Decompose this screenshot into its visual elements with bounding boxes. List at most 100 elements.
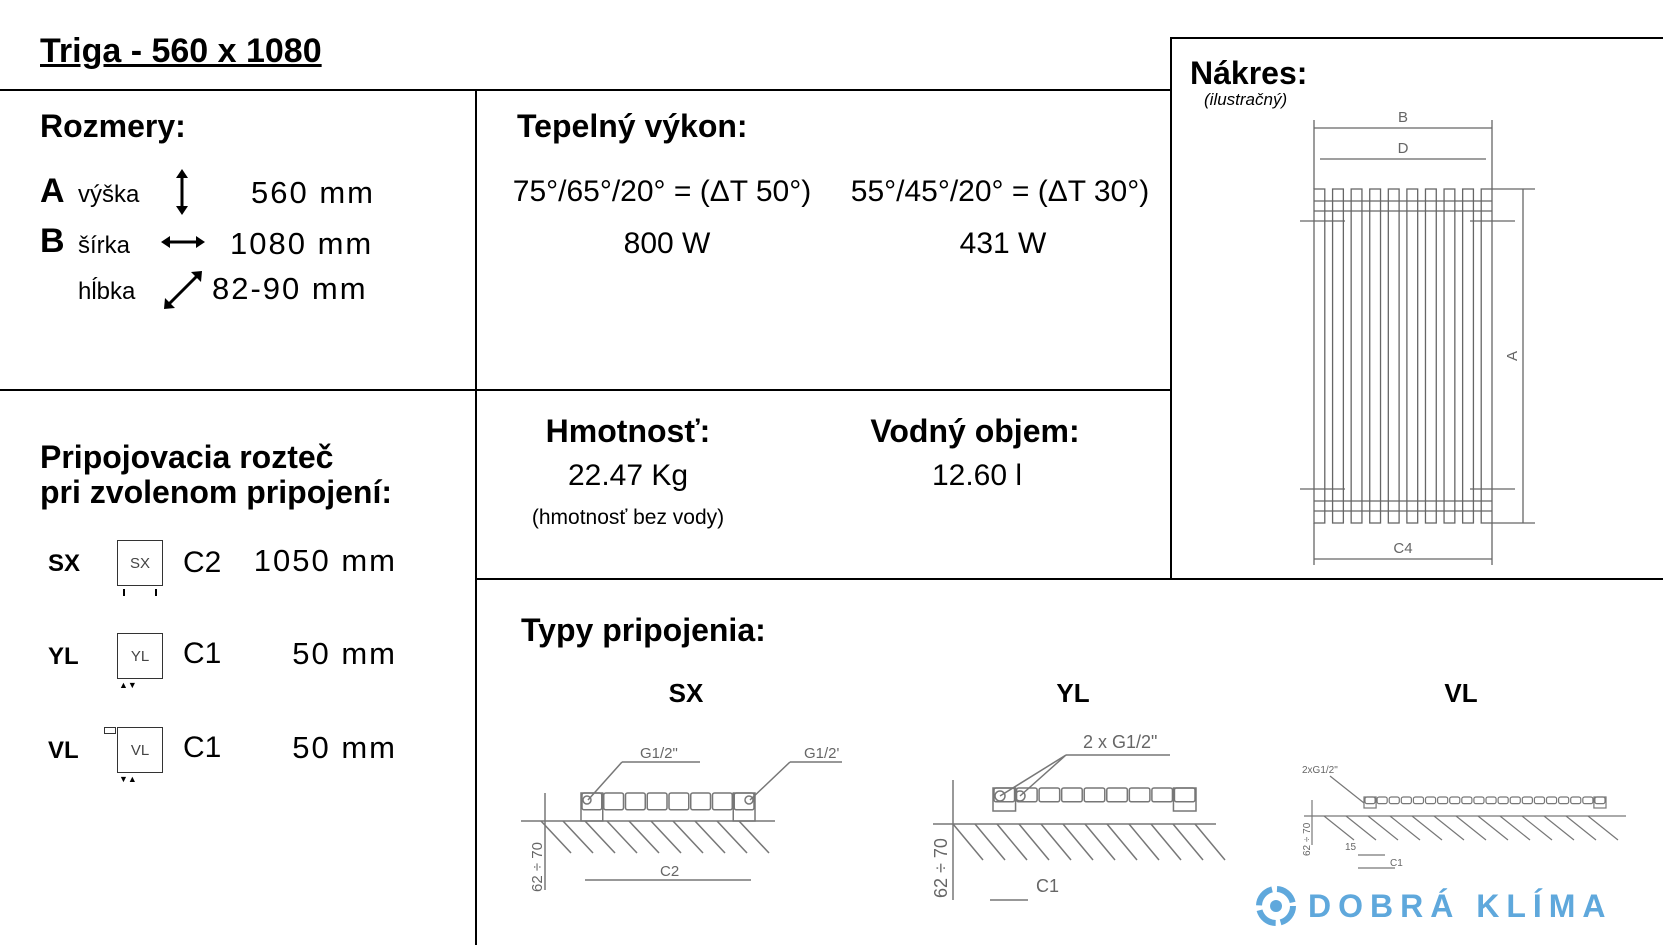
vl-dim: C1: [1390, 858, 1403, 869]
radiator-tube: [1350, 188, 1363, 524]
thread-circle: [1014, 790, 1026, 802]
spacing-heading: pri zvolenom pripojení:: [40, 474, 393, 510]
divider: [1170, 37, 1663, 39]
radiator-section: [1497, 796, 1509, 805]
radiator-section: [1083, 787, 1106, 803]
water-heading: Vodný objem:: [870, 413, 1080, 449]
dimension-label: D: [1398, 140, 1409, 157]
dimension-letter: B: [40, 222, 65, 260]
radiator-section: [1364, 796, 1376, 805]
radiator-tube: [1424, 188, 1437, 524]
yl-dim: C1: [1036, 876, 1059, 896]
radiator-section: [1038, 787, 1061, 803]
weight-heading: Hmotnosť:: [545, 413, 711, 449]
radiator-section: [711, 792, 733, 811]
connection-value: 1050 mm: [253, 543, 397, 578]
yl-diagram: [933, 754, 1226, 901]
radiator-section: [1106, 787, 1129, 803]
divider: [475, 89, 477, 945]
thread-circle: [582, 795, 592, 805]
floor-hatch: [562, 820, 594, 854]
connection-code: SX: [48, 550, 81, 577]
sx-leg-icon: [155, 589, 157, 596]
weight-value: 22.47 Kg: [567, 459, 689, 492]
yl-thread: 2 x G1/2": [1083, 732, 1157, 752]
radiator-section: [1521, 796, 1534, 805]
down-up-arrows-icon: ▼▲: [119, 774, 137, 784]
dimensions-heading: Rozmery:: [40, 108, 186, 144]
dimension-value: 82-90 mm: [212, 271, 368, 306]
heat-condition-2: 55°/45°/20° = (ΔT 30°): [850, 175, 1150, 208]
radiator-section: [1376, 796, 1388, 805]
logo-text: DOBRÁ KLÍMA: [1308, 887, 1613, 924]
yl-connection-icon: YL: [117, 633, 163, 679]
drawing-line: [1329, 775, 1365, 804]
vl-diagram: [1304, 775, 1626, 869]
floor-hatch: [1345, 815, 1377, 841]
dimension-label: A: [1504, 351, 1521, 361]
radiator-section: [1545, 796, 1558, 805]
radiator-section: [733, 792, 755, 811]
drawing-line: [1019, 754, 1067, 797]
floor-hatch: [1389, 815, 1421, 841]
radiator-section: [1060, 787, 1083, 803]
floor-hatch: [952, 823, 984, 861]
weight-note: (hmotnosť bez vody): [531, 506, 725, 529]
floor-hatch: [1106, 823, 1138, 861]
floor-hatch: [1477, 815, 1509, 841]
sx-leg-icon: [123, 589, 125, 596]
dimension-label: šírka: [78, 232, 131, 259]
up-down-arrows-icon: ▲▼: [119, 680, 137, 690]
radiator-tube: [1387, 188, 1400, 524]
dimension-label: C4: [1393, 540, 1412, 557]
heat-value-2: 431 W: [959, 227, 1047, 260]
sx-dim: C2: [660, 863, 679, 880]
floor-hatch: [1194, 823, 1226, 861]
floor-hatch: [628, 820, 660, 854]
floor-hatch: [1565, 815, 1597, 841]
connection-dim: C2: [183, 546, 222, 579]
floor-hatch: [1084, 823, 1116, 861]
sx-height: 62 ÷ 70: [529, 842, 546, 892]
radiator-section: [1473, 796, 1485, 805]
floor-hatch: [1323, 815, 1355, 841]
connection-value: 50 mm: [292, 730, 397, 765]
water-value: 12.60 l: [931, 459, 1023, 492]
thread-circle: [994, 790, 1006, 802]
radiator-section: [1449, 796, 1461, 805]
divider: [475, 578, 1663, 580]
heat-output-heading: Tepelný výkon:: [517, 108, 748, 144]
floor-hatch: [716, 820, 748, 854]
dimension-letter: A: [40, 172, 65, 210]
floor-hatch: [1128, 823, 1160, 861]
horizontal-arrow-icon: [161, 236, 205, 248]
dimension-label: B: [1398, 109, 1408, 126]
radiator-section: [1485, 796, 1497, 805]
floor-hatch: [1455, 815, 1487, 841]
floor-hatch: [1367, 815, 1399, 841]
radiator-tube: [1406, 188, 1419, 524]
sx-thread-left: G1/2": [640, 745, 678, 762]
floor-hatch: [1150, 823, 1182, 861]
vl-height: 62 ÷ 70: [1302, 822, 1313, 856]
radiator-section: [1582, 796, 1594, 805]
floor-hatch: [1040, 823, 1072, 861]
floor-hatch: [1172, 823, 1204, 861]
floor-hatch: [1543, 815, 1575, 841]
radiator-section: [1424, 796, 1437, 805]
drawing-line: [999, 754, 1067, 797]
drawing-heading: Nákres:: [1190, 55, 1308, 91]
divider: [0, 389, 1170, 391]
radiator-section: [1533, 796, 1546, 805]
floor-hatch: [1499, 815, 1531, 841]
drawing-subheading: (ilustračný): [1204, 90, 1288, 109]
floor-hatch: [672, 820, 704, 854]
connection-code: VL: [48, 737, 79, 764]
floor-hatch: [694, 820, 726, 854]
yl-height: 62 ÷ 70: [931, 838, 951, 898]
swirl-logo-icon: [1256, 886, 1296, 926]
floor-hatch: [606, 820, 638, 854]
logo: DOBRÁ KLÍMA: [1254, 884, 1613, 928]
radiator-section: [1557, 796, 1570, 805]
